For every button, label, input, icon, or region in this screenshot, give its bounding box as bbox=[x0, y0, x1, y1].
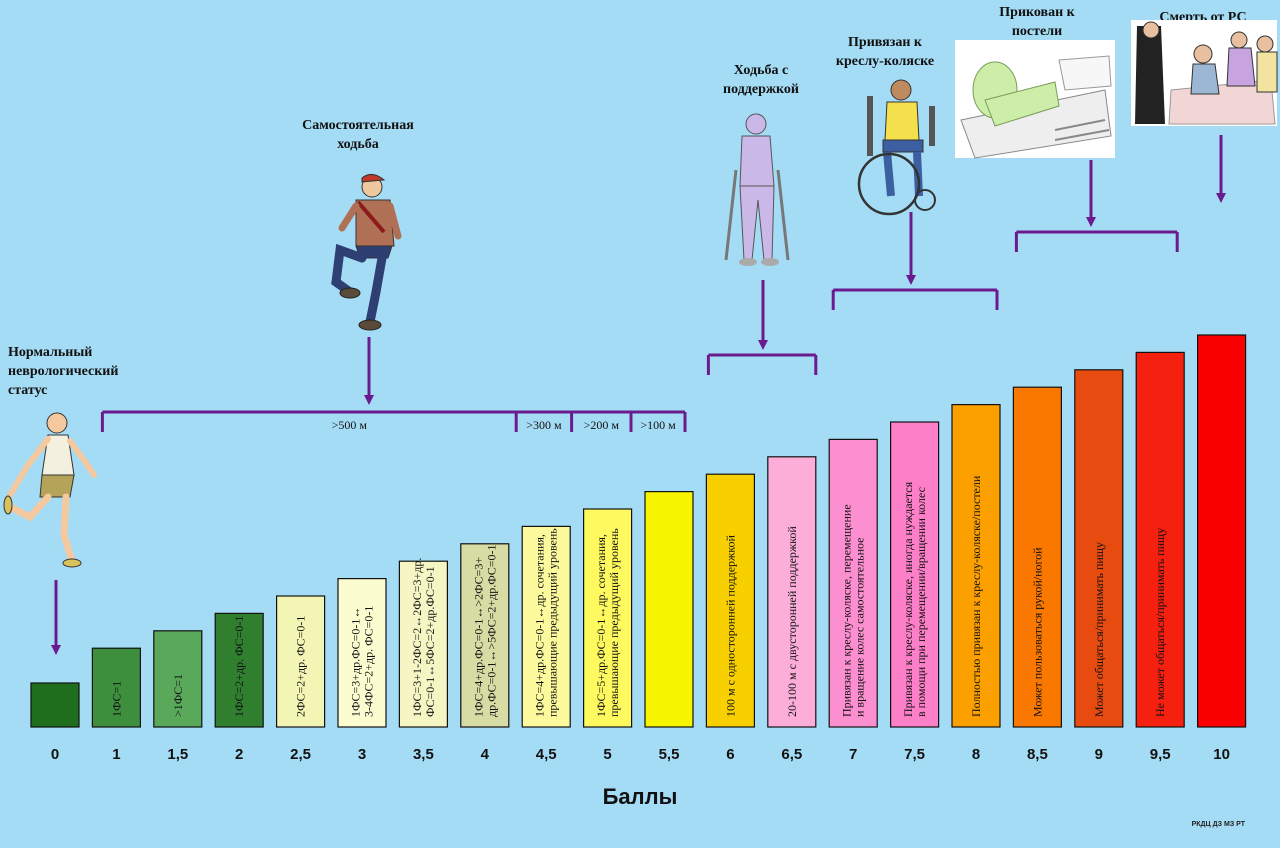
bar-4 bbox=[460, 543, 510, 728]
bedridden-patient-icon bbox=[955, 40, 1115, 159]
distance-label: >500 м bbox=[332, 418, 368, 432]
bar-1 bbox=[91, 647, 142, 728]
tick-label: 5 bbox=[603, 746, 611, 763]
tick-label: 7 bbox=[849, 746, 857, 763]
bar-4,5 bbox=[521, 525, 571, 728]
bar-6,5 bbox=[767, 456, 817, 728]
tick-label: 4 bbox=[481, 746, 490, 763]
bar-9 bbox=[1074, 369, 1124, 728]
bar-label: 20-100 м с двусторонней поддержкой bbox=[785, 526, 799, 717]
tick-label: 9 bbox=[1095, 746, 1103, 763]
distance-label: >100 м bbox=[640, 418, 676, 432]
tick-label: 5,5 bbox=[659, 746, 680, 763]
tick-label: 4,5 bbox=[536, 746, 557, 763]
tick-label: 3,5 bbox=[413, 746, 434, 763]
stage-label-line: Самостоятельная bbox=[302, 118, 414, 133]
bar-label: 3-4ФС=2+др. ФС=0-1 bbox=[362, 606, 376, 717]
distance-label: >200 м bbox=[584, 418, 620, 432]
x-axis-label: Баллы bbox=[603, 784, 678, 809]
stage-label-line: Привязан к bbox=[848, 35, 923, 50]
brackets-group: >500 м >300 м >200 м >100 м bbox=[51, 135, 1226, 655]
walking-man-icon bbox=[331, 174, 402, 331]
bar-label: 2ФС=2+др. ФС=0-1 bbox=[294, 616, 308, 717]
bar-3 bbox=[337, 577, 387, 728]
stage-label-line: Прикован к bbox=[999, 5, 1075, 20]
bar-label: ФС=0-1↔5ФС=2+др.ФС=0-1 bbox=[423, 566, 437, 717]
bar-label: >1ФС=1 bbox=[171, 674, 185, 717]
stage-label-line: постели bbox=[1012, 24, 1062, 39]
bar-1,5 bbox=[153, 630, 203, 728]
bar-label: 1ФС=2+др. ФС=0-1 bbox=[232, 616, 246, 717]
stage-label-line: неврологический bbox=[8, 364, 118, 379]
running-man-icon bbox=[3, 412, 97, 568]
bar-label: 1ФС=5+др.ФС=0-1↔др. сочетания, bbox=[594, 534, 608, 717]
bar-7 bbox=[828, 438, 878, 728]
tick-label: 7,5 bbox=[904, 746, 925, 763]
bar-label: Полностью привязан к креслу-коляске/пост… bbox=[969, 475, 983, 717]
tick-label: 1 bbox=[112, 746, 120, 763]
stage-label-normal: Нормальный неврологический статус bbox=[8, 345, 118, 398]
bar-6 bbox=[705, 473, 756, 728]
bar-label: и вращение колес самостоятельное bbox=[853, 538, 867, 717]
bar-label: в помощи при перемещении/вращении колес bbox=[914, 487, 928, 717]
tick-label: 9,5 bbox=[1150, 746, 1171, 763]
deathbed-scene-icon bbox=[1131, 20, 1278, 126]
tick-labels-group: 0 1 1,5 2 2,5 3 3,5 4 4,5 5 5,5 6 6,5 7 7,5 8 8,5 9 9,5 10 bbox=[51, 746, 1230, 763]
tick-label: 0 bbox=[51, 746, 59, 763]
stage-label-line: Ходьба с bbox=[734, 63, 788, 78]
bar-10 bbox=[1196, 334, 1247, 728]
bar-7,5 bbox=[889, 421, 940, 728]
crutches-man-icon bbox=[724, 113, 790, 266]
credit-label: РКДЦ ДЗ МЗ РТ bbox=[1192, 821, 1246, 828]
bar-label: 1ФС=1 bbox=[109, 681, 123, 717]
tick-label: 6,5 bbox=[781, 746, 802, 763]
bars-group: 1ФС=1 >1ФС=1 1ФС=2+др. ФС=0-1 2ФС=2+др. ФС=… bbox=[30, 334, 1247, 728]
wheelchair-man-icon bbox=[857, 79, 936, 216]
tick-label: 3 bbox=[358, 746, 366, 763]
bar-label: Может пользоваться рукой/ногой bbox=[1030, 547, 1044, 717]
bar-label: 1ФС=4+др.ФС=0-1↔др. сочетания, bbox=[533, 534, 547, 717]
bar-9,5 bbox=[1135, 351, 1185, 728]
stage-label-line: ходьба bbox=[337, 137, 379, 152]
distance-label: >300 м bbox=[526, 418, 562, 432]
bar-label: Привязан к креслу-коляске, перемещение bbox=[840, 504, 854, 717]
stage-label-support: Ходьба с поддержкой bbox=[723, 63, 799, 97]
bar-label: Привязан к креслу-коляске, иногда нуждае… bbox=[901, 481, 915, 717]
tick-label: 1,5 bbox=[167, 746, 188, 763]
tick-label: 8 bbox=[972, 746, 980, 763]
bar-label: превышающие предыдущий уровень bbox=[607, 528, 621, 717]
bar-label: др.ФС=0-1↔>5ФС=2+др.ФС=0-1 bbox=[484, 545, 498, 718]
bar-label: Не может общаться/принимать пищу bbox=[1153, 528, 1167, 717]
tick-label: 6 bbox=[726, 746, 734, 763]
bar-label: превышающие предыдущий уровень bbox=[546, 528, 560, 717]
bar-5,5 bbox=[644, 491, 694, 728]
tick-label: 2,5 bbox=[290, 746, 311, 763]
bar-2,5 bbox=[276, 595, 326, 728]
stage-label-wheelchair: Привязан к креслу-коляске bbox=[836, 35, 934, 69]
stage-label-line: поддержкой bbox=[723, 82, 799, 97]
bar-label: 100 м с односторонней поддержкой bbox=[723, 534, 737, 717]
tick-label: 2 bbox=[235, 746, 243, 763]
bar-2 bbox=[214, 612, 264, 728]
bar-label: Может общаться/принимать пищу bbox=[1092, 542, 1106, 717]
tick-label: 8,5 bbox=[1027, 746, 1048, 763]
bar-3,5 bbox=[398, 560, 448, 728]
stage-label-line: статус bbox=[8, 383, 47, 398]
bar-label: 1ФС=3+др.ФС=0-1↔ bbox=[349, 607, 363, 717]
stage-label-line: креслу-коляске bbox=[836, 54, 934, 69]
stage-label-line: Нормальный bbox=[8, 345, 92, 360]
bar-label: 1ФС=3+1-2ФС=2↔2ФС=3+др. bbox=[410, 558, 424, 717]
stage-label-walking: Самостоятельная ходьба bbox=[302, 118, 414, 152]
bar-0 bbox=[30, 682, 80, 728]
stage-label-bedridden: Прикован к постели bbox=[999, 5, 1075, 39]
bar-5 bbox=[582, 508, 633, 728]
bar-8 bbox=[951, 404, 1001, 728]
bar-8,5 bbox=[1012, 386, 1063, 728]
bar-label: 1ФС=4+др.ФС=0-1↔>2ФС=3+ bbox=[471, 557, 485, 717]
tick-label: 10 bbox=[1213, 746, 1230, 763]
